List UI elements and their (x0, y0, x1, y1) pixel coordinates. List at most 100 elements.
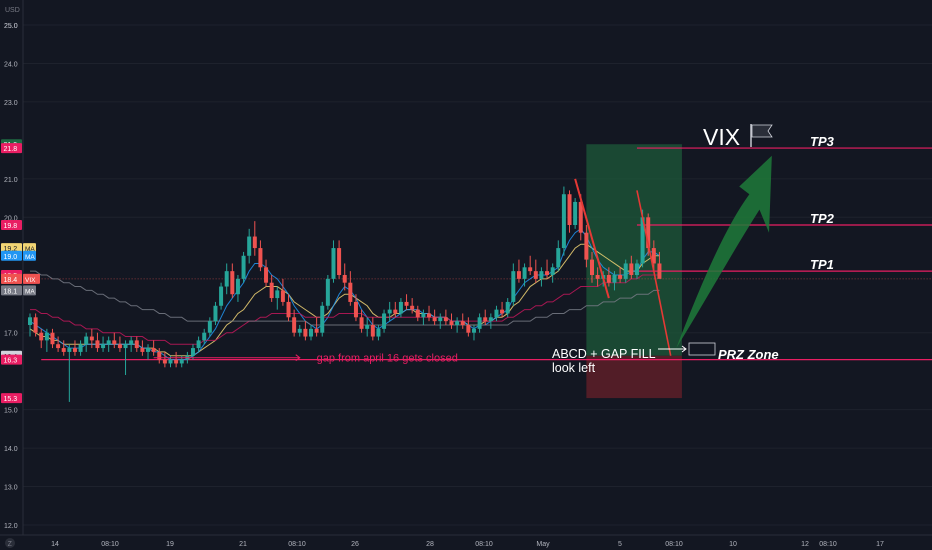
candle (427, 305, 432, 322)
candle (651, 240, 656, 272)
candle (646, 213, 651, 256)
candle-body (56, 344, 61, 349)
candle-body (629, 263, 634, 275)
candle (207, 317, 212, 337)
profit-zone (586, 144, 682, 356)
time-axis[interactable]: 14 08:10 19 21 08:10 26 28 08:10 May 5 08:10 10 12 08… (51, 541, 884, 548)
candle-body (410, 305, 415, 310)
candle (72, 340, 77, 356)
price-tag-bg (1, 143, 22, 154)
tradingview-z-icon[interactable]: Z (5, 538, 15, 548)
candle-body (387, 309, 392, 314)
prz-pointer-head (681, 345, 687, 353)
candle (561, 186, 566, 256)
candle-body (342, 275, 347, 283)
candle (634, 259, 639, 279)
candle (443, 309, 448, 325)
candle-body (129, 340, 134, 345)
candle-body (33, 317, 38, 333)
abcd-leg-cd[interactable] (636, 190, 672, 356)
ma-tag-bg (23, 273, 40, 284)
candle (67, 344, 72, 402)
candle (573, 198, 578, 229)
abcd-leg-ab[interactable] (574, 178, 610, 299)
candle-body (190, 348, 195, 356)
candle-body (72, 348, 77, 352)
candle (410, 298, 415, 314)
candle-body (606, 275, 611, 283)
candle (488, 313, 493, 329)
price-tag-text: 18.1 (4, 288, 18, 295)
candle-body (516, 271, 521, 279)
price-tick-label: 24.0 (4, 61, 18, 68)
price-tick-label: 25.0 (4, 23, 18, 30)
candle (398, 298, 403, 318)
horizontal-lines[interactable]: TP3 TP2 TP1 (35, 134, 932, 361)
candle (370, 317, 375, 341)
candle-body (292, 317, 297, 333)
candle (348, 271, 353, 306)
abcd-annotation-line1: ABCD + GAP FILL (552, 347, 656, 361)
candle (449, 313, 454, 329)
price-tag: 19.0 MA (1, 250, 36, 261)
price-tag-bg (1, 243, 22, 254)
green-projection-arrow[interactable] (676, 155, 772, 349)
candle (202, 328, 207, 345)
candle-body (101, 344, 106, 349)
candle-body (337, 248, 342, 275)
candle-body (168, 359, 173, 364)
svg-text:Z: Z (8, 541, 13, 548)
candle-body (247, 236, 252, 256)
candle (39, 328, 44, 349)
candle (280, 278, 285, 306)
candle-body (174, 359, 179, 364)
price-tag-text: 15.3 (4, 396, 18, 403)
candle-body (219, 286, 224, 306)
price-tag-text: 18.4 (4, 277, 18, 284)
candle (533, 259, 538, 283)
candle (264, 259, 269, 287)
candle (44, 328, 49, 352)
candle-body (286, 301, 291, 318)
price-axis[interactable]: 12.0 13.0 14.0 15.0 17.0 20.0 21.0 23.0 24.0 25.0 (4, 23, 18, 530)
price-tag-text: 16.3 (4, 358, 18, 365)
candle (460, 313, 465, 329)
candle (297, 325, 302, 337)
candle-body (646, 217, 651, 249)
candle-body (595, 275, 600, 279)
candle (157, 348, 162, 364)
price-tick-label: 14.0 (4, 446, 18, 453)
candle-body (590, 259, 594, 275)
candle (516, 259, 521, 283)
candle (331, 240, 336, 283)
candle (174, 351, 179, 368)
candle-body (44, 332, 49, 341)
candle-body (528, 267, 533, 272)
price-tick-label: 23.0 (4, 100, 18, 107)
candle-body (483, 317, 488, 322)
prz-box (688, 342, 716, 356)
candle-body (140, 348, 145, 352)
candle (522, 263, 527, 287)
candle (528, 255, 533, 275)
candle (196, 336, 201, 352)
candle (50, 328, 55, 349)
candle-body (61, 348, 66, 352)
candle (235, 275, 240, 302)
candle-body (550, 267, 555, 275)
candle-body (67, 348, 72, 352)
moving-average-line (30, 270, 660, 326)
time-tick-label: 21 (239, 541, 247, 548)
time-tick-label: May (536, 541, 550, 548)
drawings[interactable] (574, 155, 772, 356)
candle-body (500, 309, 505, 314)
candle (28, 313, 32, 337)
candle-body (230, 271, 235, 295)
price-tick-label: 17.0 (4, 331, 18, 338)
price-tag: 15.3 (1, 393, 22, 404)
candle-body (157, 351, 162, 360)
candle-body (612, 275, 617, 283)
price-tag: 18.4 VIX (1, 273, 40, 284)
ma-tag-bg (23, 285, 36, 296)
